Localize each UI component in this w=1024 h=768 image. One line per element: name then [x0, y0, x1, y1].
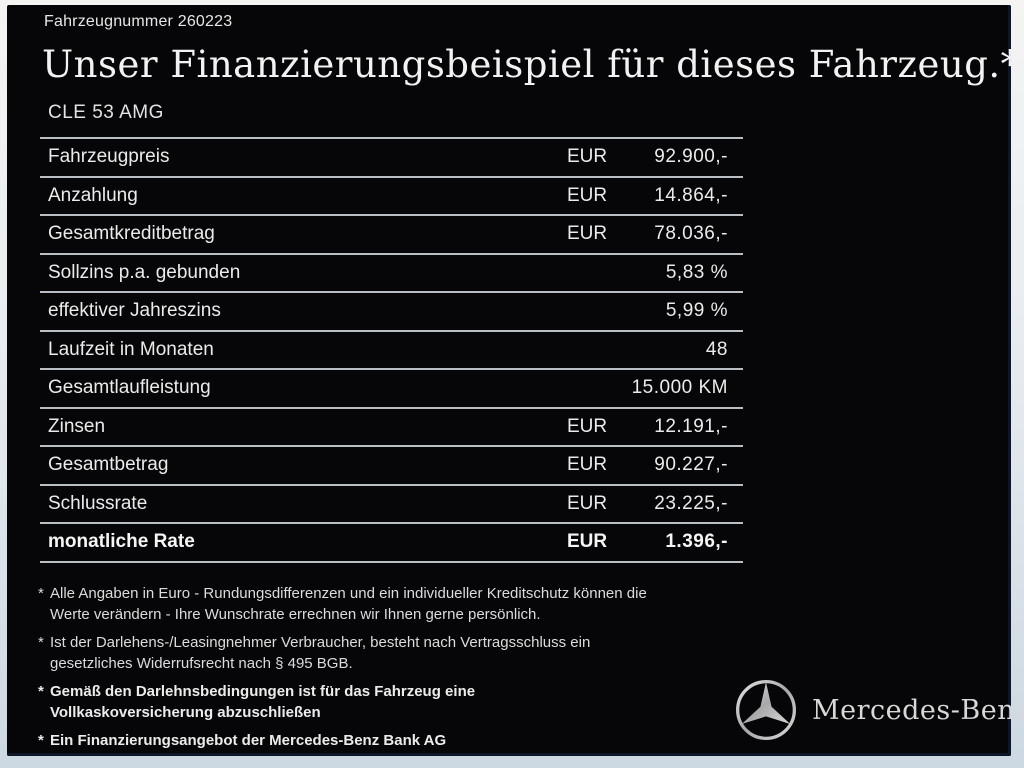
row-value: 48 — [705, 338, 728, 360]
asterisk-marker: * — [38, 585, 44, 602]
table-row: Gesamtlaufleistung 15.000 KM — [40, 370, 743, 409]
table-row: Schlussrate EUR 23.225,- — [40, 486, 743, 524]
row-value: 92.900,- — [654, 146, 728, 168]
row-currency: EUR — [567, 454, 608, 476]
row-value: 5,99 % — [665, 300, 728, 322]
footnote-line: Ein Finanzierungsangebot der Mercedes-Be… — [50, 732, 447, 749]
row-label: Schlussrate — [48, 492, 148, 514]
table-row: Gesamtkreditbetrag EUR 78.036,- — [40, 216, 743, 255]
row-currency: EUR — [567, 184, 608, 206]
row-value: 78.036,- — [654, 223, 728, 245]
row-value: 23.225,- — [654, 492, 728, 514]
table-row: Gesamtbetrag EUR 90.227,- — [40, 447, 743, 486]
row-currency: EUR — [567, 415, 608, 437]
table-row: Sollzins p.a. gebunden 5,83 % — [40, 255, 743, 293]
row-label: Sollzins p.a. gebunden — [48, 261, 241, 283]
footnote-line: Alle Angaben in Euro - Rundungsdifferenz… — [50, 585, 647, 602]
row-currency: EUR — [567, 223, 608, 245]
table-row: Fahrzeugpreis EUR 92.900,- — [40, 139, 743, 178]
footnote-line: Ist der Darlehens-/Leasingnehmer Verbrau… — [50, 634, 591, 651]
page-title: Unser Finanzierungsbeispiel für dieses F… — [42, 43, 1020, 86]
footnote-line: gesetzliches Widerrufsrecht nach § 495 B… — [50, 655, 353, 672]
footnote-line: Vollkaskoversicherung abzuschließen — [50, 704, 321, 721]
table-row: effektiver Jahreszins 5,99 % — [40, 293, 743, 332]
row-label: Anzahlung — [48, 184, 138, 206]
table-row: Laufzeit in Monaten 48 — [40, 332, 743, 370]
row-value: 1.396,- — [665, 531, 728, 553]
row-label: monatliche Rate — [48, 531, 195, 553]
vehicle-number: Fahrzeugnummer 260223 — [44, 13, 233, 30]
mercedes-star-icon — [736, 680, 796, 740]
row-currency: EUR — [567, 492, 608, 514]
row-value: 5,83 % — [665, 261, 728, 283]
finance-sheet-panel: Fahrzeugnummer 260223 Unser Finanzierung… — [7, 5, 1024, 758]
table-row: Zinsen EUR 12.191,- — [40, 409, 743, 447]
asterisk-marker: * — [38, 732, 44, 749]
footnote: * Alle Angaben in Euro - Rundungsdiffere… — [38, 583, 748, 625]
row-currency: EUR — [567, 146, 608, 168]
row-label: Gesamtlaufleistung — [48, 377, 211, 399]
footnote: * Ist der Darlehens-/Leasingnehmer Verbr… — [38, 632, 748, 674]
row-value: 90.227,- — [654, 454, 728, 476]
row-label: Gesamtbetrag — [48, 454, 169, 476]
asterisk-marker: * — [38, 634, 44, 651]
table-row: Anzahlung EUR 14.864,- — [40, 178, 743, 216]
footnote-line: Werte verändern - Ihre Wunschrate errech… — [50, 606, 541, 623]
row-currency: EUR — [567, 531, 608, 553]
row-label: Zinsen — [48, 415, 106, 437]
brand-block: Mercedes-Benz — [734, 674, 1024, 748]
finance-table: Fahrzeugpreis EUR 92.900,- Anzahlung EUR… — [40, 137, 743, 563]
brand-wordmark: Mercedes-Benz — [812, 695, 1024, 726]
asterisk-marker: * — [38, 683, 44, 700]
footnotes: * Alle Angaben in Euro - Rundungsdiffere… — [38, 583, 748, 758]
row-value: 12.191,- — [654, 415, 728, 437]
model-name: CLE 53 AMG — [48, 102, 164, 123]
footnote: * Gemäß den Darlehnsbedingungen ist für … — [38, 681, 748, 723]
row-label: Laufzeit in Monaten — [48, 338, 214, 360]
footnote-line: Gemäß den Darlehnsbedingungen ist für da… — [50, 683, 476, 700]
row-value: 14.864,- — [654, 184, 728, 206]
row-label: Fahrzeugpreis — [48, 146, 170, 168]
row-label: Gesamtkreditbetrag — [48, 223, 215, 245]
footnote: * Ein Finanzierungsangebot der Mercedes-… — [38, 730, 748, 751]
row-label: effektiver Jahreszins — [48, 300, 221, 322]
table-row-monthly-rate: monatliche Rate EUR 1.396,- — [40, 524, 743, 563]
row-value: 15.000 KM — [631, 377, 728, 399]
